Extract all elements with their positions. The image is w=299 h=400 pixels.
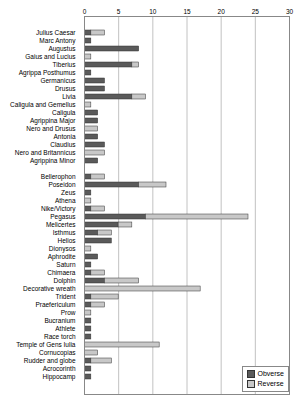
svg-text:Dolphin: Dolphin [53, 277, 75, 285]
svg-text:25: 25 [252, 8, 260, 15]
svg-text:Germanicus: Germanicus [40, 77, 76, 84]
svg-text:Agrippa Posthumus: Agrippa Posthumus [19, 69, 76, 77]
html-text:Obverse: Obverse [257, 370, 284, 377]
svg-text:Prow: Prow [61, 309, 76, 316]
svg-text:Temple of Gens Iulia: Temple of Gens Iulia [16, 341, 76, 349]
svg-text:20: 20 [218, 8, 226, 15]
svg-text:Bellerophon: Bellerophon [41, 173, 76, 181]
svg-text:Marc Antony: Marc Antony [39, 37, 76, 45]
svg-text:Julius Caesar: Julius Caesar [36, 29, 76, 36]
svg-text:Race torch: Race torch [44, 333, 76, 340]
svg-text:Nike/Victory: Nike/Victory [41, 205, 76, 213]
svg-text:Cornucopias: Cornucopias [39, 349, 76, 357]
svg-text:30: 30 [286, 8, 294, 15]
svg-text:Gaius and Lucius: Gaius and Lucius [25, 53, 76, 60]
svg-text:0: 0 [83, 8, 87, 15]
svg-text:Rudder and globe: Rudder and globe [24, 357, 76, 365]
svg-text:Athena: Athena [55, 197, 76, 204]
svg-text:Agrippina Major: Agrippina Major [30, 117, 76, 125]
svg-text:Pegasus: Pegasus [50, 213, 76, 221]
svg-text:Caligula and Gemellus: Caligula and Gemellus [10, 101, 76, 109]
svg-text:Tiberius: Tiberius [53, 61, 77, 68]
svg-text:Caligula: Caligula [52, 109, 76, 117]
svg-text:Isthmus: Isthmus [53, 229, 77, 236]
svg-text:Bucranium: Bucranium [44, 317, 75, 324]
svg-text:Augustus: Augustus [48, 45, 76, 53]
svg-text:Hippocamp: Hippocamp [43, 373, 76, 381]
svg-text:Drusus: Drusus [55, 85, 76, 92]
svg-text:Saturn: Saturn [56, 261, 76, 268]
svg-text:Poseidon: Poseidon [48, 181, 75, 188]
html-text:Reverse: Reverse [257, 380, 284, 387]
svg-text:Claudius: Claudius [50, 141, 76, 148]
svg-text:5: 5 [117, 8, 121, 15]
svg-text:Praefericulum: Praefericulum [35, 301, 75, 308]
svg-text:Dionysos: Dionysos [49, 245, 76, 253]
svg-text:Athlete: Athlete [55, 325, 76, 332]
svg-text:Chimaera: Chimaera [47, 269, 76, 276]
svg-text:Livia: Livia [62, 93, 76, 100]
svg-text:Trident: Trident [56, 293, 76, 300]
svg-text:10: 10 [149, 8, 157, 15]
svg-text:15: 15 [183, 8, 191, 15]
svg-text:Decorative wreath: Decorative wreath [23, 285, 76, 292]
svg-text:Melicertes: Melicertes [46, 221, 76, 228]
svg-text:Agrippina Minor: Agrippina Minor [30, 157, 76, 165]
svg-text:Nero and Britannicus: Nero and Britannicus [15, 149, 76, 156]
svg-text:Nero and Drusus: Nero and Drusus [26, 125, 76, 132]
svg-text:Antonia: Antonia [53, 133, 75, 140]
svg-text:Zeus: Zeus [61, 189, 76, 196]
svg-text:Helios: Helios [57, 237, 76, 244]
svg-text:Aphrodite: Aphrodite [48, 253, 76, 261]
svg-text:Acrocorinth: Acrocorinth [43, 365, 76, 372]
